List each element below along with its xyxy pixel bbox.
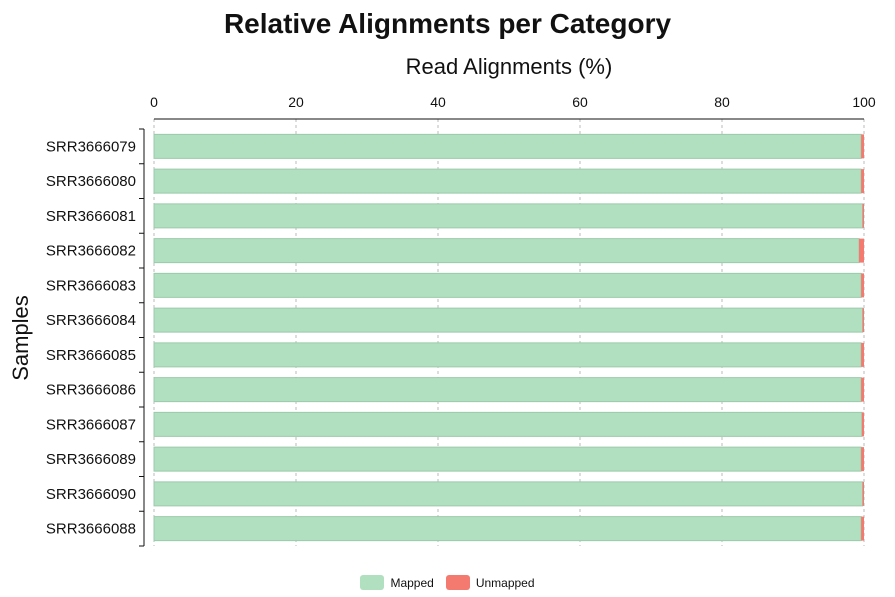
axes: 0 20 40 60 80 100 SRR3666079 SRR3666080 SRR36660… — [46, 94, 876, 547]
bar-unmapped-srr3666081 — [862, 203, 864, 228]
x-tick-label: 100 — [852, 94, 876, 110]
y-tick-label: SRR3666085 — [46, 347, 136, 364]
y-tick-label: SRR3666083 — [46, 277, 136, 294]
legend-label-mapped: Mapped — [390, 575, 434, 590]
bar-unmapped-srr3666089 — [861, 447, 864, 472]
y-tick-label: SRR3666090 — [46, 486, 136, 503]
y-tick-label: SRR3666087 — [46, 416, 136, 433]
bar-unmapped-srr3666088 — [861, 516, 864, 541]
bar-mapped-srr3666083 — [153, 272, 862, 298]
bar-mapped-srr3666085 — [153, 342, 862, 368]
legend-item-unmapped[interactable]: Unmapped — [445, 575, 535, 590]
bar-unmapped-srr3666087 — [861, 412, 864, 437]
bar-unmapped-srr3666085 — [861, 342, 864, 367]
bar-unmapped-srr3666082 — [859, 238, 864, 263]
y-tick-label: SRR3666089 — [46, 451, 136, 468]
x-tick-label: 40 — [430, 94, 446, 110]
bar-mapped-srr3666082 — [153, 238, 860, 264]
y-tick-label: SRR3666081 — [46, 208, 136, 225]
legend: Mapped Unmapped — [0, 575, 895, 590]
y-tick-label: SRR3666088 — [46, 521, 136, 538]
legend-swatch-unmapped — [445, 575, 470, 590]
x-tick-label: 20 — [288, 94, 304, 110]
bar-unmapped-srr3666084 — [862, 308, 864, 333]
y-tick-label: SRR3666079 — [46, 138, 136, 155]
bar-mapped-srr3666080 — [153, 168, 862, 194]
bar-unmapped-srr3666080 — [861, 169, 864, 194]
bar-mapped-srr3666086 — [153, 377, 862, 403]
y-axis-label: Samples — [8, 295, 33, 381]
bar-mapped-srr3666079 — [153, 133, 862, 159]
bar-mapped-srr3666090 — [153, 481, 864, 507]
y-tick-label: SRR3666082 — [46, 243, 136, 260]
bar-unmapped-srr3666086 — [861, 377, 864, 402]
grid-lines — [153, 119, 865, 546]
legend-item-mapped[interactable]: Mapped — [360, 575, 434, 590]
bar-unmapped-srr3666083 — [861, 273, 864, 298]
bar-mapped-srr3666088 — [153, 516, 862, 542]
bar-mapped-srr3666087 — [153, 411, 863, 437]
y-tick-label: SRR3666080 — [46, 173, 136, 190]
chart-title: Relative Alignments per Category — [223, 8, 672, 39]
x-tick-label: 80 — [714, 94, 730, 110]
legend-label-unmapped: Unmapped — [475, 575, 535, 590]
legend-swatch-mapped — [360, 575, 385, 590]
y-tick-label: SRR3666086 — [46, 382, 136, 399]
bar-unmapped-srr3666079 — [861, 134, 864, 159]
bar-mapped-srr3666084 — [153, 307, 864, 333]
bars — [153, 133, 864, 542]
bar-unmapped-srr3666090 — [862, 481, 864, 506]
bar-mapped-srr3666081 — [153, 203, 864, 229]
x-tick-label: 60 — [572, 94, 588, 110]
x-tick-label: 0 — [150, 94, 158, 110]
y-tick-label: SRR3666084 — [46, 312, 136, 329]
x-axis-label: Read Alignments (%) — [406, 54, 613, 79]
bar-mapped-srr3666089 — [153, 446, 862, 472]
